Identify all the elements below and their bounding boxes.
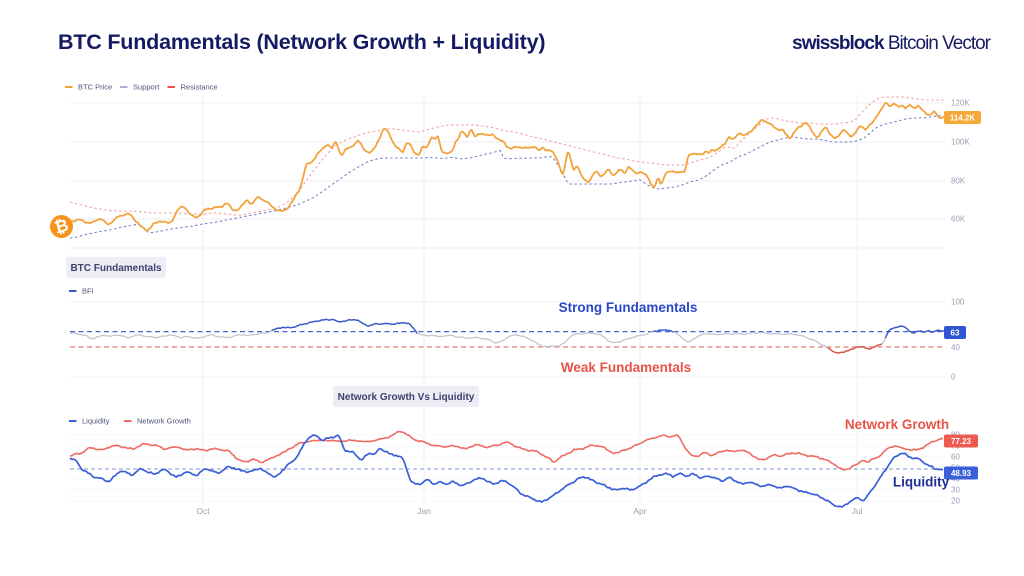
svg-text:120K: 120K: [951, 99, 970, 108]
svg-text:BTC Price: BTC Price: [78, 83, 112, 92]
svg-text:Liquidity: Liquidity: [82, 417, 110, 426]
svg-text:Liquidity: Liquidity: [893, 475, 950, 490]
svg-text:Weak Fundamentals: Weak Fundamentals: [561, 360, 691, 375]
svg-text:100: 100: [951, 298, 965, 307]
svg-text:Jul: Jul: [852, 506, 863, 516]
svg-text:40: 40: [951, 343, 960, 352]
svg-text:BTC Fundamentals: BTC Fundamentals: [70, 263, 162, 274]
svg-text:60K: 60K: [951, 215, 966, 224]
svg-text:114.2K: 114.2K: [950, 114, 976, 123]
svg-text:Support: Support: [133, 83, 160, 92]
svg-text:100K: 100K: [951, 138, 970, 147]
svg-text:Oct: Oct: [196, 506, 210, 516]
svg-text:48.93: 48.93: [951, 469, 972, 478]
svg-text:Network Growth: Network Growth: [137, 417, 191, 426]
svg-text:Network Growth: Network Growth: [845, 417, 949, 432]
svg-text:Resistance: Resistance: [180, 83, 217, 92]
svg-text:80K: 80K: [951, 177, 966, 186]
svg-text:Strong Fundamentals: Strong Fundamentals: [559, 300, 698, 315]
svg-text:30: 30: [951, 486, 960, 495]
svg-text:0: 0: [951, 373, 956, 382]
svg-text:63: 63: [951, 329, 960, 338]
svg-text:₿: ₿: [52, 215, 71, 237]
svg-text:60: 60: [951, 453, 960, 462]
svg-text:Network Growth Vs Liquidity: Network Growth Vs Liquidity: [338, 392, 475, 403]
svg-text:Apr: Apr: [633, 506, 646, 516]
svg-text:20: 20: [951, 497, 960, 506]
svg-text:Jan: Jan: [417, 506, 431, 516]
svg-text:BFI: BFI: [82, 287, 94, 296]
svg-text:77.23: 77.23: [951, 437, 972, 446]
